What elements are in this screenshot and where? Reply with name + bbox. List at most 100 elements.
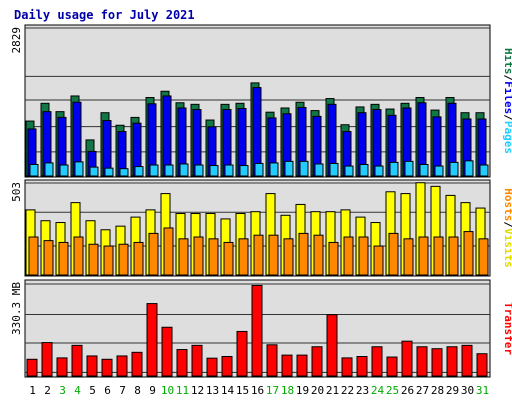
bar-hosts-day-24 [373, 245, 384, 276]
scale-max-label: 503 [10, 182, 23, 202]
x-tick-label-day-22: 22 [341, 384, 354, 397]
bar-transfer-day-26 [401, 340, 413, 377]
legend-label: Hosts/Visits [502, 188, 512, 268]
bar-pages-day-22 [344, 165, 354, 177]
bar-transfer-day-12 [191, 344, 203, 377]
x-tick-label-day-16: 16 [251, 384, 264, 397]
legend-visits: Visits [502, 228, 512, 268]
x-tick-label-day-1: 1 [29, 384, 36, 397]
bar-transfer-day-17 [266, 344, 278, 377]
bar-transfer-day-2 [41, 342, 53, 377]
legend-label: Transfer [502, 302, 512, 355]
bar-hosts-day-29 [448, 236, 459, 276]
bar-transfer-day-22 [341, 357, 353, 377]
bar-hosts-day-12 [193, 236, 204, 276]
bar-pages-day-20 [314, 163, 324, 177]
bar-pages-day-13 [209, 165, 219, 177]
bar-pages-day-28 [434, 165, 444, 177]
x-tick-label-day-9: 9 [149, 384, 156, 397]
x-tick-label-day-19: 19 [296, 384, 309, 397]
bar-transfer-day-31 [476, 353, 488, 377]
bar-pages-day-11 [179, 163, 189, 177]
panel-hosts-visits: 503 Hosts/Visits [10, 179, 512, 277]
bar-transfer-day-4 [71, 344, 83, 377]
x-tick-label-day-18: 18 [281, 384, 294, 397]
bar-transfer-day-8 [131, 351, 143, 377]
bar-hosts-day-25 [388, 232, 399, 276]
bar-hosts-day-31 [478, 238, 489, 276]
bar-transfer-day-23 [356, 356, 368, 377]
bar-pages-day-1 [29, 163, 39, 177]
legend-separator: / [502, 75, 512, 82]
bar-transfer-day-11 [176, 349, 188, 377]
bar-pages-day-27 [419, 163, 429, 177]
chart-title: Daily usage for July 2021 [14, 8, 195, 22]
x-tick-label-day-30: 30 [461, 384, 474, 397]
bar-pages-day-25 [389, 161, 399, 177]
x-tick-label-day-12: 12 [191, 384, 204, 397]
bar-hosts-day-5 [88, 243, 99, 276]
bar-hosts-day-8 [133, 241, 144, 276]
x-tick-label-day-14: 14 [221, 384, 235, 397]
x-tick-label-day-31: 31 [476, 384, 489, 397]
legend-separator: / [502, 221, 512, 228]
bar-hosts-day-1 [28, 236, 39, 276]
bar-hosts-day-18 [283, 238, 294, 276]
bar-hosts-day-27 [418, 236, 429, 276]
x-tick-label-day-29: 29 [446, 384, 459, 397]
bar-transfer-day-1 [26, 358, 38, 377]
bar-hosts-day-3 [58, 241, 69, 276]
bar-pages-day-23 [359, 163, 369, 177]
panel-transfer: 330.3 MB Transfer [10, 279, 512, 378]
bar-pages-day-16 [254, 162, 264, 177]
x-tick-label-day-21: 21 [326, 384, 339, 397]
x-tick-label-day-17: 17 [266, 384, 279, 397]
bar-hosts-day-23 [358, 236, 369, 276]
x-tick-label-day-3: 3 [59, 384, 66, 397]
bar-hosts-day-10 [163, 227, 174, 276]
legend-hits: Hits [502, 48, 512, 75]
x-tick-label-day-26: 26 [401, 384, 414, 397]
x-axis-labels: 1 2 3 4 5 6 7 8 9 10 11 12 13 14 15 16 17 18 19 20 21 22 23 24 2… [29, 384, 489, 397]
x-tick-label-day-8: 8 [134, 384, 141, 397]
bar-pages-day-4 [74, 161, 84, 177]
bar-pages-day-6 [104, 167, 114, 177]
bar-transfer-day-10 [161, 326, 173, 377]
bar-hosts-day-2 [43, 240, 54, 276]
bar-pages-day-26 [404, 160, 414, 177]
x-tick-label-day-10: 10 [161, 384, 174, 397]
bar-transfer-day-20 [311, 346, 323, 377]
bar-transfer-day-5 [86, 355, 98, 377]
bar-transfer-day-27 [416, 346, 428, 377]
bar-files-day-16 [252, 87, 262, 177]
x-tick-label-day-20: 20 [311, 384, 324, 397]
bar-hosts-day-22 [343, 236, 354, 276]
bar-transfer-day-28 [431, 348, 443, 377]
scale-max-label: 2829 [10, 27, 23, 54]
x-tick-label-day-6: 6 [104, 384, 111, 397]
bar-files-day-10 [162, 95, 172, 177]
bar-hosts-day-16 [253, 234, 264, 276]
bar-pages-day-18 [284, 160, 294, 177]
bar-transfer-day-9 [146, 303, 158, 377]
bar-pages-day-17 [269, 162, 279, 177]
bar-hosts-day-13 [208, 238, 219, 276]
x-tick-label-day-11: 11 [176, 384, 189, 397]
bar-pages-day-5 [89, 166, 99, 177]
legend-transfer: Transfer [502, 302, 512, 355]
chart-panels: 2829Hits/Files/Pages503Hosts/Visits330.3… [10, 24, 512, 378]
bar-transfer-day-25 [386, 356, 398, 377]
x-tick-label-day-23: 23 [356, 384, 369, 397]
bar-hosts-day-14 [223, 241, 234, 276]
legend-separator: / [502, 114, 512, 121]
bar-hosts-day-17 [268, 234, 279, 276]
bar-transfer-day-13 [206, 357, 218, 377]
bar-pages-day-10 [164, 164, 174, 177]
bar-hosts-day-21 [328, 241, 339, 276]
bar-pages-day-2 [44, 162, 54, 177]
bar-transfer-day-21 [326, 314, 338, 377]
x-tick-label-day-27: 27 [416, 384, 429, 397]
x-tick-label-day-2: 2 [44, 384, 51, 397]
bar-transfer-day-29 [446, 346, 458, 377]
bar-hosts-day-9 [148, 232, 159, 276]
